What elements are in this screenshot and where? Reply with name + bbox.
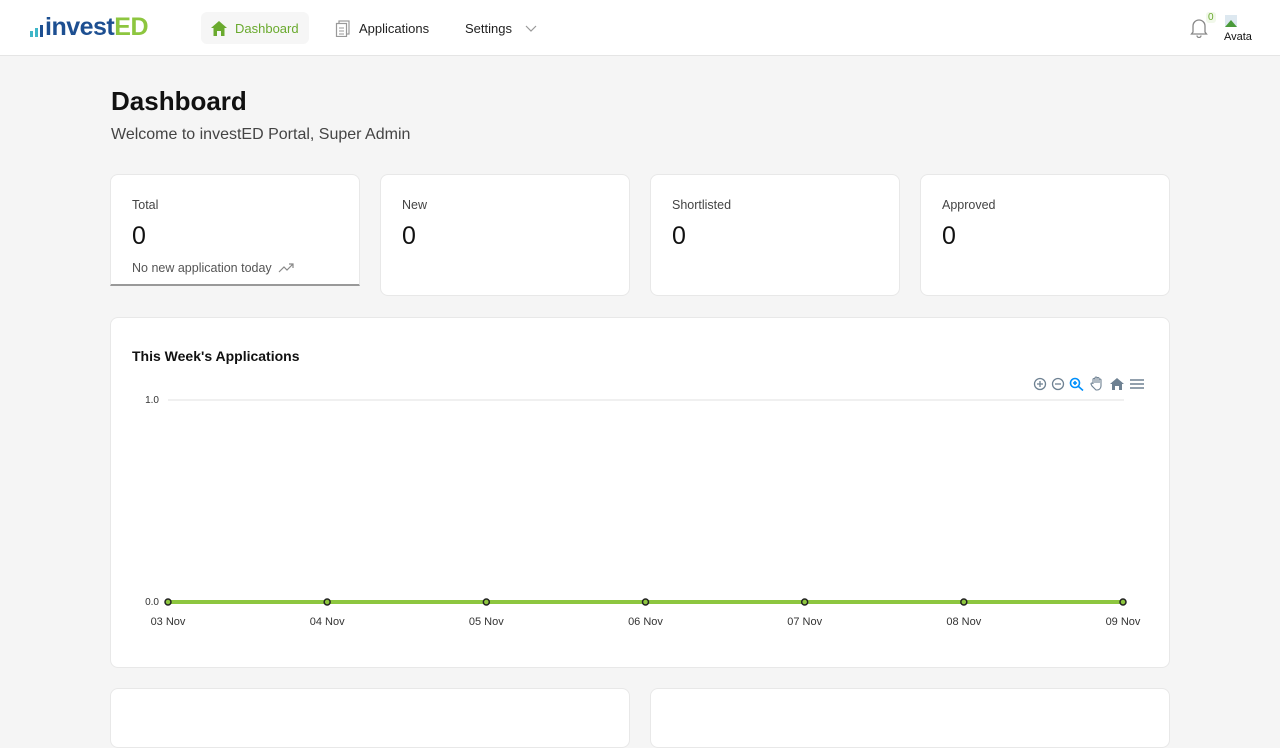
top-nav: invest ED Dashboard Applications Settings… <box>0 0 1280 56</box>
nav-label: Applications <box>359 20 430 36</box>
data-point <box>960 598 968 606</box>
bottom-card-right <box>650 688 1170 748</box>
x-tick-label: 04 Nov <box>310 616 345 628</box>
menu-icon[interactable] <box>1129 377 1145 391</box>
stat-note: No new application today <box>132 261 294 275</box>
nav-settings[interactable]: Settings <box>455 12 548 44</box>
stat-value: 0 <box>942 222 956 250</box>
chart-title: This Week's Applications <box>132 348 300 364</box>
data-point <box>641 598 650 606</box>
stat-card-approved[interactable]: Approved 0 <box>920 174 1170 296</box>
stat-value: 0 <box>672 222 686 250</box>
stat-card-total[interactable]: Total 0 No new application today <box>110 174 360 286</box>
nav-dashboard[interactable]: Dashboard <box>201 12 309 44</box>
stat-note-text: No new application today <box>132 261 272 275</box>
broken-image-icon <box>1225 15 1237 27</box>
avatar-alt-text: Avatar <box>1224 31 1252 43</box>
notification-badge: 0 <box>1206 12 1216 23</box>
logo-text: invest <box>45 13 115 41</box>
logo-text-suffix: ED <box>114 13 148 41</box>
stat-card-shortlisted[interactable]: Shortlisted 0 <box>650 174 900 296</box>
stat-card-new[interactable]: New 0 <box>380 174 630 296</box>
pan-icon[interactable] <box>1089 376 1105 391</box>
home-icon <box>211 20 227 36</box>
x-tick-label: 09 Nov <box>1106 616 1141 628</box>
y-tick-label: 1.0 <box>145 395 159 406</box>
stat-label: New <box>402 198 428 212</box>
stat-label: Shortlisted <box>672 198 732 212</box>
line-chart: 0.0 1.0 03 Nov 04 Nov 05 Nov 06 Nov 07 Nov 08 N… <box>145 395 1141 628</box>
nav-label: Dashboard <box>235 20 299 36</box>
stat-label: Total <box>132 198 159 212</box>
trending-up-icon <box>278 263 294 273</box>
nav-label: Settings <box>465 20 512 36</box>
stat-value: 0 <box>132 222 146 250</box>
data-point <box>1119 598 1127 606</box>
bell-icon[interactable] <box>1190 18 1208 38</box>
data-point <box>323 598 331 606</box>
chart-toolbar <box>1033 376 1145 391</box>
x-tick-label: 05 Nov <box>469 616 504 628</box>
zoom-selection-icon[interactable] <box>1069 377 1085 391</box>
x-tick-label: 07 Nov <box>787 616 822 628</box>
avatar[interactable]: Avatar <box>1224 14 1252 44</box>
page-title: Dashboard <box>111 86 247 116</box>
data-point <box>800 598 809 606</box>
stat-value: 0 <box>402 222 416 250</box>
y-tick-label: 0.0 <box>145 597 159 608</box>
bottom-card-left <box>110 688 630 748</box>
data-point <box>482 598 491 606</box>
reset-home-icon[interactable] <box>1109 377 1125 391</box>
logo-bars-icon <box>30 22 43 42</box>
chevron-down-icon <box>525 25 537 32</box>
zoom-in-icon[interactable] <box>1033 377 1047 391</box>
x-tick-label: 03 Nov <box>151 616 186 628</box>
x-tick-label: 06 Nov <box>628 616 663 628</box>
x-tick-label: 08 Nov <box>946 616 981 628</box>
logo[interactable]: invest ED <box>30 13 148 42</box>
nav-applications[interactable]: Applications <box>325 12 439 44</box>
weekly-applications-chart-card: This Week's Applications 0.0 1.0 03 Nov 04 … <box>110 317 1170 668</box>
clipboard-icon <box>335 19 350 37</box>
zoom-out-icon[interactable] <box>1051 377 1065 391</box>
data-point <box>164 598 172 606</box>
page-subtitle: Welcome to investED Portal, Super Admin <box>111 126 411 143</box>
stat-label: Approved <box>942 198 996 212</box>
